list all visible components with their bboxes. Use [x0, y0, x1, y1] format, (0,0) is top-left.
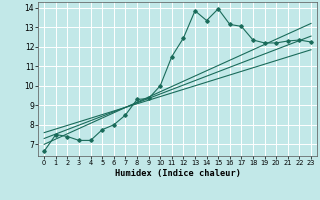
X-axis label: Humidex (Indice chaleur): Humidex (Indice chaleur) [115, 169, 241, 178]
